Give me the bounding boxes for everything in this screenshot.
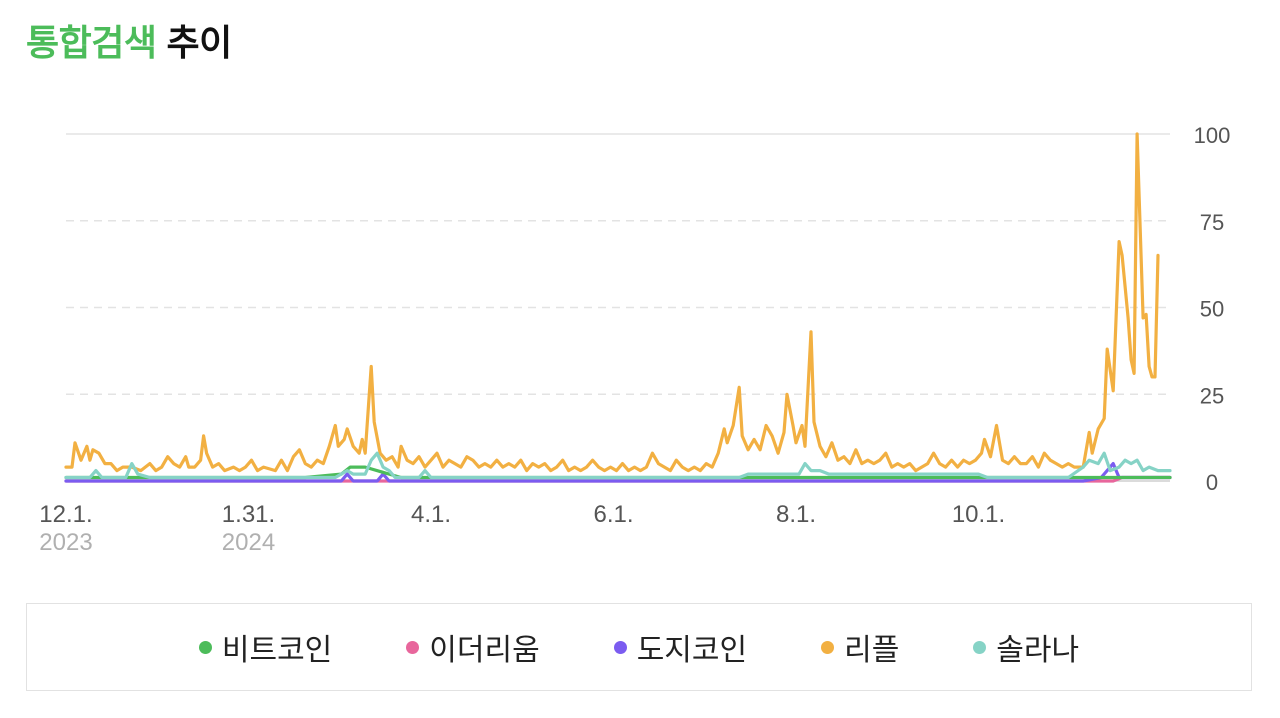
x-tick-year-label: 2024 xyxy=(222,529,275,556)
legend-label: 리플 xyxy=(844,633,900,668)
y-tick-label: 50 xyxy=(1200,297,1224,322)
legend-dot xyxy=(973,640,987,654)
chart-title: 통합검색 추이 xyxy=(26,14,232,66)
legend-label: 이더리움 xyxy=(429,633,540,668)
x-tick-label: 12.1. xyxy=(39,501,92,528)
x-tick-label: 10.1. xyxy=(952,501,1005,528)
chart-legend: 비트코인 이더리움 도지코인 리플 솔라나 xyxy=(26,603,1252,691)
series-line-4 xyxy=(64,132,1160,473)
x-tick-label: 8.1. xyxy=(776,501,816,528)
legend-label: 비트코인 xyxy=(221,633,333,668)
x-tick-year-label: 2023 xyxy=(39,529,92,556)
legend-item-1[interactable]: 비트코인 xyxy=(198,625,333,669)
legend-dot xyxy=(821,640,835,654)
x-tick-label: 4.1. xyxy=(411,501,451,528)
x-tick-label: 6.1. xyxy=(593,501,633,528)
trend-chart: 100 75 50 25 0 12.1.2023 1.31.2024 4.1. 6.1. 8.1.… xyxy=(39,123,1231,556)
legend-label: 솔라나 xyxy=(996,633,1080,668)
legend-dot xyxy=(198,640,212,654)
legend-item-2[interactable]: 이더리움 xyxy=(406,625,540,669)
chart-title-rest: 추이 xyxy=(166,23,232,64)
series-line-5 xyxy=(64,451,1172,480)
y-tick-label: 0 xyxy=(1206,470,1218,495)
legend-item-4[interactable]: 리플 xyxy=(821,625,899,669)
legend-dot xyxy=(613,640,627,654)
series-line-3 xyxy=(64,462,1172,483)
y-tick-label: 25 xyxy=(1200,383,1224,408)
x-tick-label: 1.31. xyxy=(222,501,275,528)
chart-title-accent: 통합검색 xyxy=(26,23,157,64)
legend-item-5[interactable]: 솔라나 xyxy=(973,625,1079,669)
y-tick-label: 100 xyxy=(1194,123,1231,148)
legend-label: 도지코인 xyxy=(636,633,748,668)
y-tick-label: 75 xyxy=(1200,210,1224,235)
legend-dot xyxy=(406,640,420,654)
legend-item-3[interactable]: 도지코인 xyxy=(613,625,748,669)
